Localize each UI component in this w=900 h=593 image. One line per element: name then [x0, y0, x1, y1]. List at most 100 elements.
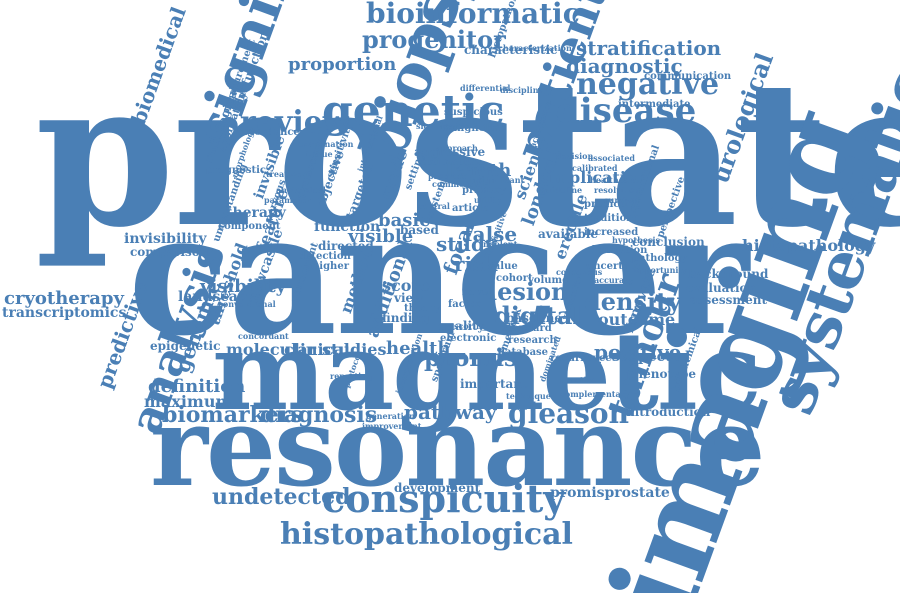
word-introduction: introduction: [626, 405, 711, 419]
word-scoring: scoring: [454, 321, 488, 331]
word-volume: volume: [528, 275, 569, 286]
word-decision: decision: [556, 151, 594, 161]
word-complementary: complementary: [560, 389, 630, 399]
word-treatment: treatment: [266, 169, 311, 179]
word-increased: increased: [584, 227, 639, 238]
word-reporting: reporting: [330, 371, 373, 381]
word-undetected: undetected: [212, 484, 351, 510]
word-conventional: conventional: [218, 299, 276, 309]
word-disease: disease: [556, 91, 697, 131]
word-improvement: improvement: [362, 421, 422, 431]
word-finding: finding: [382, 311, 430, 325]
word-central: central: [418, 201, 450, 211]
word-significance: significance: [416, 121, 470, 131]
word-evaluation: evaluation: [686, 281, 757, 295]
word-parameter: parameter: [264, 195, 311, 205]
word-database: database: [498, 347, 549, 358]
word-risk: risk: [454, 252, 498, 276]
word-length: length: [446, 160, 512, 181]
word-tissue: tissue: [306, 149, 333, 159]
word-progress: progress: [428, 171, 468, 181]
word-resolution: resolution: [594, 185, 640, 195]
word-lesion: lesion: [488, 277, 569, 306]
word-genetic: genetic: [322, 86, 505, 137]
word-diagnosis: diagnosis: [260, 402, 378, 428]
word-healthcare: healthcare: [590, 175, 638, 185]
word-review: review: [240, 105, 349, 140]
word-opportunity: opportunity: [634, 265, 687, 275]
word-practice: practice: [560, 375, 597, 385]
word-generation: generation: [366, 411, 415, 421]
word-positive: positive: [594, 340, 682, 364]
word-characterization: characterization: [498, 43, 572, 53]
word-invisibility: invisibility: [124, 231, 207, 247]
word-differential: differential: [460, 83, 511, 93]
word-mangnollan: mangnollan: [440, 123, 507, 134]
word-negative: negative: [576, 67, 720, 102]
word-communication: communication: [644, 71, 732, 82]
word-consensus: consensus: [556, 267, 603, 277]
word-resonance: resonance: [150, 382, 765, 511]
word-study: study: [436, 232, 497, 256]
word-pathology: pathology: [632, 253, 688, 264]
word-histopathological: histopathological: [280, 517, 573, 552]
word-development: development: [394, 481, 481, 495]
word-magnetic: magnetic: [212, 309, 762, 435]
word-characteristic: characteristic: [464, 43, 558, 57]
word-conclusion: conclusion: [632, 235, 705, 249]
word-important: important: [460, 377, 528, 391]
word-visible: visible: [348, 226, 414, 247]
word-histopathology: histopathology: [742, 236, 876, 255]
word-predicting: predicting: [584, 199, 643, 210]
word-visibility: visibility: [200, 276, 287, 297]
word-diagnostic: diagnostic: [566, 54, 683, 78]
word-pathway: pathway: [404, 400, 497, 424]
word-higher: higher: [312, 261, 349, 272]
word-factor: factor: [448, 299, 482, 310]
word-assessment: assessment: [690, 293, 768, 307]
word-phenotype: phenotype: [626, 367, 697, 381]
word-approach: approach: [436, 143, 478, 153]
word-estimation: estimation: [420, 157, 480, 168]
word-reference: reference: [454, 163, 497, 173]
word-examination: examination: [298, 139, 354, 149]
word-bioinformatic: bioinformatic: [366, 0, 580, 30]
word-disciplinary: disciplinary: [500, 85, 553, 95]
word-anatomical: anatomical: [276, 185, 326, 195]
word-insignificant: insignificant: [468, 175, 525, 185]
word-component: component: [218, 221, 281, 232]
word-studies: studies: [322, 340, 387, 359]
word-uncertain: uncertain: [586, 261, 641, 272]
word-gleason: gleason: [508, 397, 629, 430]
word-directed: directed: [318, 239, 374, 253]
word-indolent: indolent: [480, 239, 518, 249]
word-health: health: [386, 338, 451, 359]
word-cohort: cohort: [496, 273, 533, 284]
word-cancer: cancer: [128, 175, 749, 373]
word-accuracy: accuracy: [594, 275, 634, 285]
word-basic: basic: [378, 210, 431, 231]
word-prognostic: prognostic: [206, 165, 266, 176]
word-technique: technique: [506, 391, 551, 401]
word-hypothesis: hypothesis: [612, 235, 661, 245]
word-background: background: [688, 267, 769, 281]
word-cryotherapy: cryotherapy: [4, 288, 124, 309]
word-recurrence: recurrence: [550, 353, 612, 364]
word-implication: implication: [546, 168, 649, 187]
word-standard: standard: [502, 323, 552, 334]
word-guideline: guideline: [540, 185, 583, 195]
word-value: value: [488, 261, 518, 272]
word-comparison: comparison: [130, 245, 209, 259]
word-therapy: therapy: [226, 205, 286, 221]
word-proportion: proportion: [288, 54, 397, 75]
word-calibrated: calibrated: [572, 163, 618, 173]
word-prostate: prostate: [35, 37, 900, 272]
word-suspicious: suspicious: [444, 107, 503, 118]
word-detection: detection: [298, 251, 351, 262]
word-accordance: accordance: [236, 127, 300, 138]
word-commercial: commercial: [432, 179, 485, 189]
word-traditional: traditional: [584, 213, 644, 224]
word-concordant: concordant: [238, 331, 289, 341]
word-suspected: suspected: [612, 349, 691, 365]
